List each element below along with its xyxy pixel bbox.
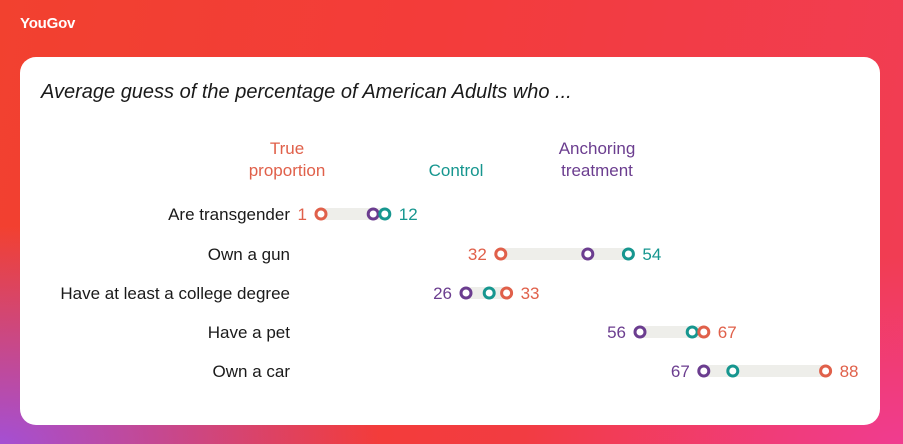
min-value-label: 26 — [433, 284, 452, 303]
true-marker — [494, 247, 508, 261]
min-value-label: 1 — [298, 205, 307, 224]
row-label: Own a gun — [208, 245, 290, 264]
row-label: Have at least a college degree — [60, 284, 290, 303]
row-label: Are transgender — [168, 205, 290, 224]
min-value-label: 56 — [607, 323, 626, 342]
chart-card — [20, 57, 880, 425]
min-value-label: 67 — [671, 362, 690, 381]
true-marker — [314, 207, 328, 221]
true-marker — [500, 286, 514, 300]
min-value-label: 32 — [468, 245, 487, 264]
max-value-label: 54 — [642, 245, 661, 264]
legend-anchoring-treatment-line1: Anchoring — [559, 139, 636, 158]
max-value-label: 67 — [718, 323, 737, 342]
control-marker — [378, 207, 392, 221]
row-label: Own a car — [213, 362, 291, 381]
legend-true-proportion-line1: True — [270, 139, 304, 158]
anchoring-marker — [633, 325, 647, 339]
anchoring-marker — [581, 247, 595, 261]
control-marker — [621, 247, 635, 261]
max-value-label: 88 — [840, 362, 859, 381]
chart-rows: Are transgender 1 12 Own a gun 32 54 Have at l… — [60, 205, 858, 381]
true-marker — [819, 364, 833, 378]
max-value-label: 33 — [521, 284, 540, 303]
yougov-logo: YouGov — [20, 15, 76, 32]
control-marker — [482, 286, 496, 300]
control-marker — [685, 325, 699, 339]
row-label: Have a pet — [208, 323, 290, 342]
legend-true-proportion-line2: proportion — [249, 161, 326, 180]
legend-control: Control — [429, 161, 484, 180]
legend: True proportion Control Anchoring treatm… — [249, 139, 636, 180]
true-marker — [697, 325, 711, 339]
anchoring-marker — [459, 286, 473, 300]
control-marker — [726, 364, 740, 378]
chart-subtitle: Average guess of the percentage of Ameri… — [41, 81, 572, 103]
legend-anchoring-treatment-line2: treatment — [561, 161, 633, 180]
max-value-label: 12 — [399, 205, 418, 224]
anchoring-marker — [366, 207, 380, 221]
anchoring-marker — [697, 364, 711, 378]
